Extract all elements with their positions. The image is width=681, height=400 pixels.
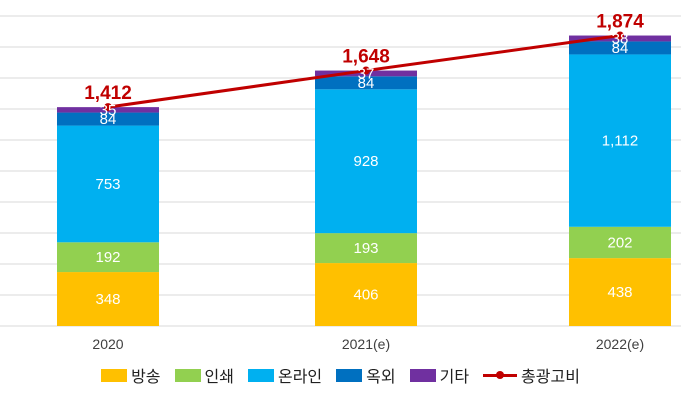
x-tick-label: 2020 [92,336,123,352]
legend-item: 방송 [101,363,161,387]
legend-item-line: 총광고비 [483,363,580,387]
segment-value-label: 202 [607,234,632,251]
segment-value-label: 38 [612,30,629,47]
legend: 방송 인쇄 온라인 옥외 기타 총광고비 [0,362,681,388]
segment-labels: 348192753843540619392884374382021,112843… [95,30,638,308]
legend-line-swatch [483,368,518,382]
legend-item: 기타 [409,363,470,387]
legend-swatch [336,368,363,382]
segment-value-label: 84 [358,75,375,92]
legend-label: 방송 [131,367,161,386]
x-axis-ticks: 2020 2021(e) 2022(e) [92,336,644,352]
bar-segment [569,258,671,326]
bar-segment [569,41,671,55]
legend-item: 온라인 [247,363,323,387]
segment-value-label: 406 [353,287,378,304]
legend-swatch [174,368,201,382]
segment-value-label: 753 [95,176,120,193]
bars [57,35,671,326]
total-labels: 1,412 1,648 1,874 [84,12,644,105]
legend-swatch [247,368,274,382]
legend-swatch [409,368,436,382]
legend-swatch [101,368,128,382]
total-line-point [362,66,370,75]
legend-label: 인쇄 [204,367,234,386]
segment-value-label: 348 [95,291,120,308]
segment-value-label: 438 [607,284,632,301]
segment-value-label: 37 [358,65,375,82]
total-value-label: 1,874 [596,12,644,33]
bar-segment [57,272,159,326]
legend-label: 온라인 [277,367,323,386]
legend-item: 인쇄 [174,363,234,387]
segment-value-label: 84 [612,40,629,57]
bar-segment [569,226,671,259]
bar-segment [57,242,159,273]
segment-value-label: 928 [353,153,378,170]
total-line-point [104,103,112,112]
total-value-label: 1,648 [342,47,390,68]
bar-segment [315,89,417,234]
segment-value-label: 35 [100,102,117,119]
segment-value-label: 192 [95,249,120,266]
bar-segment [57,112,159,126]
bar-segment [315,233,417,264]
total-line-point [616,31,624,40]
total-value-label: 1,412 [84,83,132,104]
segment-value-label: 193 [353,240,378,257]
total-line [104,31,624,112]
segment-value-label: 1,112 [602,133,638,150]
chart: 348192753843540619392884374382021,112843… [0,12,681,352]
segment-value-label: 84 [100,111,117,128]
legend-label: 기타 [439,367,470,386]
legend-label: 옥외 [366,367,396,386]
bar-segment [315,263,417,326]
legend-item: 옥외 [336,363,396,387]
bar-segment [569,54,671,227]
bar-segment [315,76,417,90]
x-tick-label: 2022(e) [596,336,644,352]
x-tick-label: 2021(e) [342,336,390,352]
legend-label: 총광고비 [521,367,580,386]
bar-segment [57,125,159,243]
